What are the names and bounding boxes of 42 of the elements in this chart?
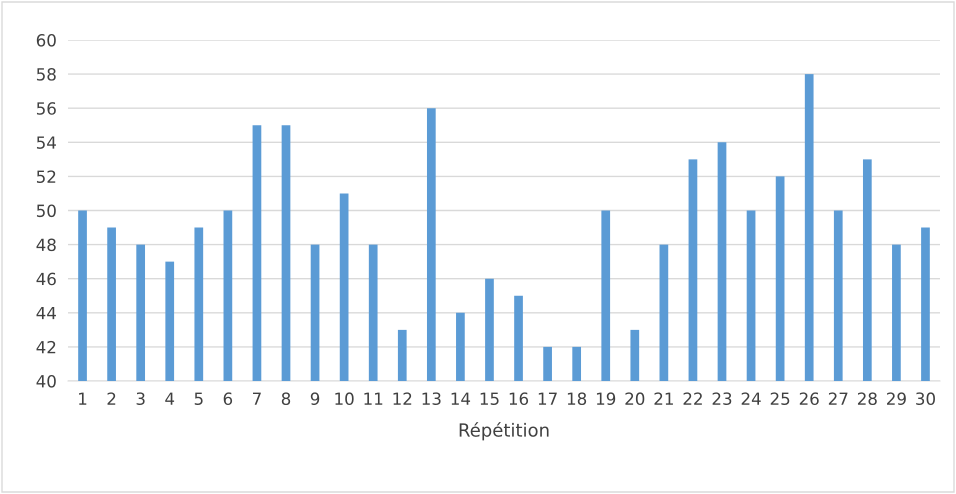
y-tick-label: 48	[36, 238, 56, 252]
x-tick-label: 14	[452, 392, 470, 405]
x-tick-label: 24	[742, 392, 761, 405]
x-tick-label: 10	[335, 392, 354, 406]
y-tick-label: 56	[36, 102, 56, 115]
x-tick-label: 26	[800, 392, 819, 406]
x-tick-label: 19	[596, 392, 616, 406]
x-tick-label: 4	[165, 392, 174, 405]
y-tick-label: 58	[36, 68, 56, 81]
x-tick-label: 22	[684, 392, 702, 405]
y-tick-label: 60	[36, 34, 56, 47]
x-tick-label: 7	[253, 392, 261, 405]
x-tick-label: 11	[364, 392, 382, 405]
x-tick-label: 13	[422, 392, 441, 406]
x-tick-label: 23	[712, 392, 732, 406]
x-tick-label: 29	[887, 392, 906, 406]
x-tick-label: 27	[828, 392, 848, 405]
x-tick-label: 28	[858, 392, 877, 406]
x-tick-label: 2	[108, 392, 116, 405]
x-tick-label: 20	[625, 392, 644, 406]
x-tick-label: 30	[916, 392, 935, 406]
x-tick-label: 17	[538, 392, 557, 405]
x-tick-label: 5	[194, 392, 203, 406]
x-tick-label: 9	[310, 392, 320, 406]
x-axis-title: Répétition	[460, 422, 549, 440]
y-tick-label: 44	[36, 306, 56, 320]
x-tick-label: 3	[136, 392, 145, 406]
y-tick-label: 52	[36, 170, 56, 183]
y-tick-label: 46	[36, 272, 56, 286]
x-tick-label: 16	[510, 392, 528, 406]
x-tick-label: 1	[79, 392, 86, 405]
y-tick-label: 42	[36, 340, 56, 354]
y-tick-label: 54	[36, 136, 56, 149]
x-tick-label: 18	[568, 392, 586, 406]
x-tick-label: 8	[282, 392, 290, 406]
x-tick-label: 6	[224, 392, 232, 406]
x-tick-label: 12	[393, 392, 412, 405]
y-tick-label: 50	[36, 204, 56, 218]
x-tick-label: 15	[480, 392, 499, 406]
y-tick-label: 40	[36, 374, 56, 388]
x-tick-label: 21	[654, 392, 673, 405]
x-tick-label: 25	[770, 392, 790, 406]
